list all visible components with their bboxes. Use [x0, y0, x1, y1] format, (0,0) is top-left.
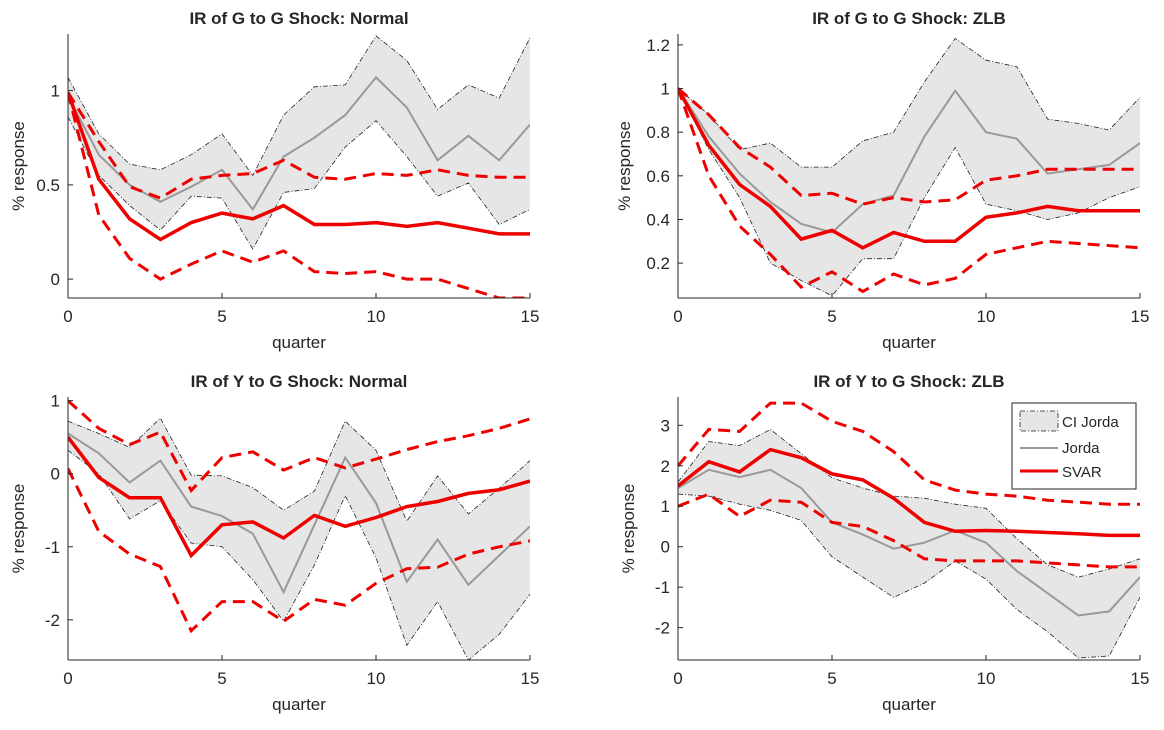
chart-title: IR of Y to G Shock: Normal — [191, 372, 408, 391]
x-axis-label: quarter — [272, 333, 326, 352]
plot-area — [68, 399, 530, 660]
legend-label-ci-jorda: CI Jorda — [1062, 414, 1119, 431]
jorda-line — [68, 432, 530, 595]
x-tick-label: 15 — [1131, 307, 1150, 326]
plot-area — [678, 37, 1140, 297]
y-tick-label: 1 — [661, 80, 670, 99]
x-tick-label: 15 — [1131, 669, 1150, 688]
ci-jorda-lower-edge — [68, 449, 530, 660]
y-tick-label: 0 — [661, 538, 670, 557]
y-tick-label: 0.4 — [646, 210, 670, 229]
y-tick-label: 0 — [51, 465, 60, 484]
chart-panel-3: 0 5 10 15 -2 -1 0 1 IR of Y to G Shock: Normal qu… — [9, 372, 539, 714]
x-tick-label: 5 — [827, 307, 836, 326]
ci-jorda-upper-edge — [68, 35, 530, 177]
svar-lower-line — [68, 467, 530, 634]
y-tick-label: 0.5 — [36, 176, 60, 195]
y-tick-label: 0 — [51, 270, 60, 289]
x-axis-label: quarter — [272, 695, 326, 714]
x-tick-label: 10 — [977, 669, 996, 688]
y-tick-label: 1 — [51, 82, 60, 101]
ci-jorda-upper-edge — [678, 428, 1140, 578]
legend-label-svar: SVAR — [1062, 464, 1102, 481]
ci-jorda-lower-edge — [678, 493, 1140, 659]
svar-line — [678, 447, 1140, 538]
y-tick-label: -2 — [655, 619, 670, 638]
jorda-line — [68, 75, 530, 212]
x-tick-label: 15 — [521, 307, 540, 326]
x-tick-label: 5 — [217, 307, 226, 326]
y-tick-label: 1 — [51, 392, 60, 411]
svar-lower-line — [68, 92, 530, 298]
x-tick-label: 0 — [63, 669, 72, 688]
x-tick-label: 10 — [367, 669, 386, 688]
y-tick-label: -1 — [45, 538, 60, 557]
plot-area — [678, 401, 1140, 659]
x-axis-label: quarter — [882, 695, 936, 714]
x-axis-label: quarter — [882, 333, 936, 352]
y-tick-label: 2 — [661, 457, 670, 476]
y-tick-label: 1 — [661, 497, 670, 516]
x-tick-label: 10 — [367, 307, 386, 326]
y-tick-label: 3 — [661, 416, 670, 435]
x-tick-label: 0 — [673, 669, 682, 688]
svar-lower-line — [678, 88, 1140, 294]
svar-line — [68, 91, 530, 242]
svar-line — [68, 436, 530, 559]
ci-jorda-band — [68, 35, 530, 250]
legend-label-jorda: Jorda — [1062, 440, 1100, 457]
svar-upper-line — [678, 401, 1140, 506]
chart-panel-4: 0 5 10 15 -2 -1 0 1 2 3 IR of Y to G Shock: ZLB qua… — [619, 372, 1149, 714]
y-tick-label: 0.2 — [646, 254, 670, 273]
chart-title: IR of Y to G Shock: ZLB — [813, 372, 1004, 391]
y-tick-label: 0.8 — [646, 123, 670, 142]
y-axis-label: % response — [9, 121, 28, 211]
jorda-line — [678, 87, 1140, 234]
svar-line — [678, 87, 1140, 250]
ci-jorda-upper-edge — [678, 37, 1140, 168]
svar-upper-line — [68, 399, 530, 494]
x-tick-label: 0 — [673, 307, 682, 326]
y-axis-label: % response — [619, 484, 638, 574]
ci-jorda-lower-edge — [678, 88, 1140, 297]
y-tick-label: -1 — [655, 578, 670, 597]
plot-area — [68, 35, 530, 298]
chart-panel-1: 0 5 10 15 0 0.5 1 IR of G to G Shock: Normal qua… — [9, 9, 539, 352]
x-tick-label: 10 — [977, 307, 996, 326]
y-axis-label: % response — [615, 121, 634, 211]
x-tick-label: 15 — [521, 669, 540, 688]
svar-upper-line — [68, 91, 530, 200]
ci-jorda-upper-edge — [68, 417, 530, 523]
x-tick-label: 5 — [827, 669, 836, 688]
chart-title: IR of G to G Shock: ZLB — [812, 9, 1006, 28]
svar-lower-line — [678, 492, 1140, 569]
jorda-line — [678, 468, 1140, 617]
ci-jorda-band — [678, 429, 1140, 658]
x-tick-label: 0 — [63, 307, 72, 326]
y-tick-label: -2 — [45, 611, 60, 630]
chart-panel-2: 0 5 10 15 0.2 0.4 0.6 0.8 1 1.2 IR of G to G Shock… — [615, 9, 1149, 352]
legend-swatch-ci-jorda — [1019, 410, 1059, 432]
ci-jorda-band — [68, 418, 530, 660]
legend: CI Jorda Jorda SVAR — [1011, 402, 1137, 490]
svar-upper-line — [678, 87, 1140, 206]
y-tick-label: 0.6 — [646, 167, 670, 186]
y-axis-label: % response — [9, 484, 28, 574]
chart-title: IR of G to G Shock: Normal — [189, 9, 408, 28]
y-tick-label: 1.2 — [646, 36, 670, 55]
ci-jorda-lower-edge — [68, 116, 530, 250]
x-tick-label: 5 — [217, 669, 226, 688]
